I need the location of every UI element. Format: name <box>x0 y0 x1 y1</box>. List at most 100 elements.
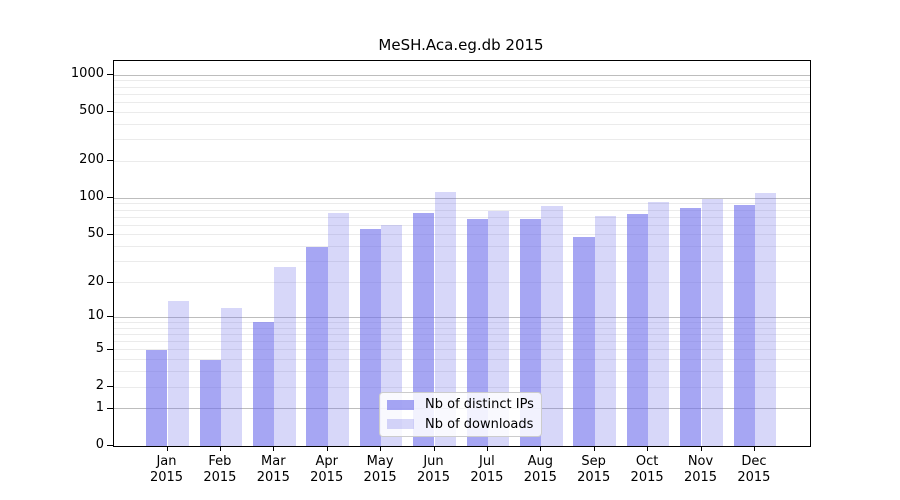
x-tick-label-may: May 2015 <box>348 454 412 486</box>
gridline-minor-8 <box>114 327 810 329</box>
bar-downloads-jun <box>434 192 456 446</box>
y-axis: 0 1 2 5 10 20 50 100 200 500 1000 <box>0 60 104 452</box>
x-tick-label-apr: Apr 2015 <box>295 454 359 486</box>
bar-downloads-sep <box>594 215 617 446</box>
y-tick-label-10: 10 <box>87 308 104 324</box>
x-tick-year: 2015 <box>630 470 664 485</box>
x-tick-label-mar: Mar 2015 <box>241 454 305 486</box>
gridline-minor-700 <box>114 93 810 95</box>
gridline-major-100 <box>114 197 810 199</box>
y-tick-label-2: 2 <box>95 378 104 394</box>
x-tick-mark-jul <box>486 446 488 451</box>
chart-title: MeSH.Aca.eg.db 2015 <box>378 36 544 54</box>
bar-downloads-oct <box>648 202 670 446</box>
x-axis: Jan 2015 Feb 2015 Mar 2015 Apr 2015 May 2015 Jun 20… <box>113 454 809 494</box>
gridline-minor-400 <box>114 123 810 125</box>
gridline-minor-200 <box>114 160 810 162</box>
gridline-major-1000 <box>114 74 810 76</box>
gridline-minor-9 <box>114 321 810 323</box>
x-tick-label-sep: Sep 2015 <box>562 454 626 486</box>
gridline-minor-40 <box>114 246 810 248</box>
x-tick-mark-apr <box>326 446 328 451</box>
y-tick-label-100: 100 <box>79 189 104 205</box>
gridline-minor-2 <box>114 386 810 388</box>
gridline-minor-90 <box>114 203 810 205</box>
bar-downloads-apr <box>327 213 350 446</box>
y-tick-label-20: 20 <box>87 273 104 289</box>
gridline-minor-5 <box>114 349 810 351</box>
x-tick-year: 2015 <box>737 470 771 485</box>
x-tick-month: Jul <box>479 454 495 469</box>
bar-downloads-mar <box>274 267 296 446</box>
y-tick-mark-200 <box>107 160 113 162</box>
gridline-minor-60 <box>114 224 810 226</box>
y-tick-mark-50 <box>107 233 113 235</box>
bar-distinct-ips-jan <box>146 349 168 446</box>
x-tick-month: May <box>366 454 394 469</box>
y-tick-mark-1 <box>107 407 113 409</box>
x-tick-year: 2015 <box>363 470 397 485</box>
x-tick-mark-aug <box>540 446 542 451</box>
x-tick-mark-may <box>380 446 382 451</box>
bar-distinct-ips-sep <box>573 237 595 446</box>
x-tick-year: 2015 <box>203 470 237 485</box>
y-tick-mark-1000 <box>107 74 113 76</box>
x-tick-year: 2015 <box>310 470 344 485</box>
x-tick-label-jun: Jun 2015 <box>402 454 466 486</box>
gridline-major-10 <box>114 316 810 318</box>
y-tick-label-0: 0 <box>95 437 104 452</box>
x-tick-mark-sep <box>593 446 595 451</box>
bar-distinct-ips-feb <box>199 359 221 446</box>
x-tick-label-feb: Feb 2015 <box>188 454 252 486</box>
gridline-minor-3 <box>114 371 810 373</box>
x-tick-year: 2015 <box>470 470 504 485</box>
gridline-minor-900 <box>114 80 810 82</box>
y-tick-mark-10 <box>107 316 113 318</box>
bar-downloads-aug <box>541 205 563 446</box>
gridline-minor-4 <box>114 359 810 361</box>
y-tick-label-1: 1 <box>95 399 104 415</box>
x-tick-label-oct: Oct 2015 <box>615 454 679 486</box>
gridline-minor-70 <box>114 216 810 218</box>
bar-distinct-ips-may <box>359 228 382 446</box>
x-tick-month: Aug <box>527 454 553 469</box>
x-tick-mark-oct <box>647 446 649 451</box>
legend-swatch-distinct-ips <box>387 399 414 410</box>
x-tick-month: Dec <box>741 454 767 469</box>
bar-distinct-ips-mar <box>252 322 275 446</box>
gridline-minor-20 <box>114 282 810 284</box>
y-tick-mark-5 <box>107 348 113 350</box>
bar-downloads-dec <box>754 193 777 446</box>
bar-distinct-ips-dec <box>733 205 755 446</box>
x-tick-month: Jun <box>423 454 444 469</box>
bar-distinct-ips-apr <box>306 246 328 446</box>
legend-swatch-downloads <box>387 419 414 430</box>
x-tick-mark-dec <box>753 446 755 451</box>
bar-distinct-ips-nov <box>680 208 702 446</box>
x-tick-label-jan: Jan 2015 <box>135 454 199 486</box>
x-tick-month: Oct <box>635 454 659 469</box>
x-tick-year: 2015 <box>149 470 184 485</box>
y-tick-label-1000: 1000 <box>70 66 104 82</box>
y-tick-mark-0 <box>107 445 113 446</box>
x-tick-year: 2015 <box>523 470 557 485</box>
bar-downloads-jan <box>167 300 189 446</box>
y-tick-label-50: 50 <box>87 225 104 241</box>
gridline-minor-300 <box>114 139 810 141</box>
x-tick-month: Mar <box>261 454 286 469</box>
y-tick-mark-20 <box>107 281 113 283</box>
bar-downloads-nov <box>701 198 723 446</box>
x-tick-label-dec: Dec 2015 <box>722 454 786 486</box>
bar-distinct-ips-oct <box>626 214 649 446</box>
bar-downloads-feb <box>220 308 243 446</box>
x-tick-month: Nov <box>687 454 714 469</box>
x-tick-year: 2015 <box>577 470 611 485</box>
x-tick-month: Feb <box>208 454 232 469</box>
x-tick-label-nov: Nov 2015 <box>669 454 733 486</box>
x-tick-month: Apr <box>315 454 338 469</box>
x-tick-label-jul: Jul 2015 <box>455 454 519 486</box>
y-tick-label-200: 200 <box>79 152 104 168</box>
x-tick-mark-feb <box>219 446 221 451</box>
x-tick-month: Sep <box>581 454 606 469</box>
